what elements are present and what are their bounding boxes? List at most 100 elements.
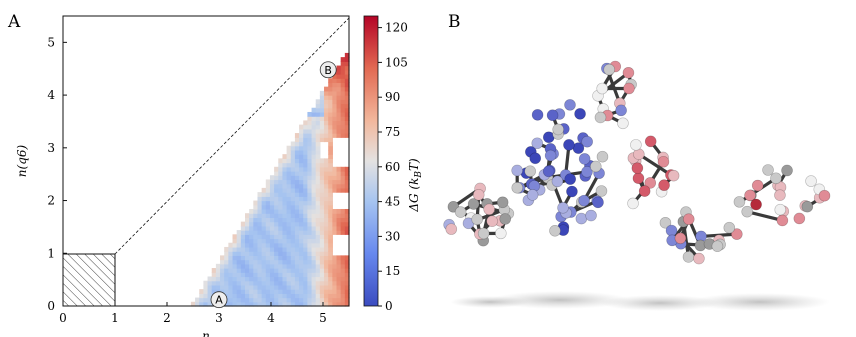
heatmap-cell — [336, 111, 342, 117]
heatmap-cell — [286, 187, 292, 193]
heatmap-cell — [286, 259, 292, 265]
atom — [682, 213, 695, 225]
heatmap-cell — [245, 259, 250, 265]
heatmap-cell — [261, 204, 267, 210]
heatmap-cell — [253, 284, 259, 290]
atom — [566, 185, 578, 198]
heatmap-cell — [294, 297, 300, 303]
heatmap-cell — [253, 301, 259, 307]
heatmap-cell — [315, 116, 321, 121]
heatmap-cell — [332, 280, 338, 286]
heatmap-cell — [299, 141, 304, 147]
heatmap-cell — [282, 162, 288, 168]
heatmap-cell — [240, 238, 246, 244]
heatmap-cell — [324, 137, 329, 143]
diagonal-line — [114, 17, 350, 255]
heatmap-cell — [319, 230, 325, 235]
heatmap-cell — [324, 251, 329, 256]
heatmap-cell — [220, 280, 225, 286]
atom — [776, 214, 789, 227]
heatmap-cell — [340, 187, 346, 193]
heatmap-cell — [344, 78, 350, 84]
heatmap-cell — [290, 289, 296, 294]
heatmap-cell — [278, 280, 284, 286]
heatmap-cell — [224, 246, 229, 252]
atom — [471, 213, 483, 226]
atom — [723, 221, 736, 234]
heatmap-cell — [245, 263, 250, 269]
heatmap-cell — [315, 213, 321, 219]
heatmap-cell — [307, 204, 313, 210]
heatmap-cell — [282, 289, 288, 294]
y-tick-label: 3 — [47, 141, 55, 155]
heatmap-cell — [299, 154, 304, 159]
heatmap-cell — [245, 246, 250, 252]
heatmap-cell — [282, 230, 288, 235]
heatmap-cell — [328, 276, 333, 282]
heatmap-cell — [315, 196, 321, 202]
heatmap-cell — [224, 272, 229, 278]
heatmap-cell — [278, 158, 284, 164]
heatmap-cell — [307, 154, 313, 159]
heatmap-cell — [303, 276, 308, 282]
heatmap-cell — [332, 289, 338, 294]
heatmap-cell — [344, 293, 350, 299]
atom — [596, 150, 609, 163]
atom — [615, 104, 627, 117]
heatmap-cell — [315, 238, 321, 244]
heatmap-cell — [299, 179, 304, 185]
heatmap-cell — [344, 255, 350, 261]
heatmap-cell — [265, 268, 271, 273]
heatmap-cell — [315, 293, 321, 299]
heatmap-cell — [332, 255, 338, 261]
heatmap-cell — [340, 179, 346, 185]
heatmap-cell — [290, 217, 296, 223]
heatmap-cell — [303, 187, 308, 193]
heatmap-cell — [328, 90, 333, 96]
heatmap-cell — [336, 69, 342, 75]
heatmap-cell — [261, 196, 267, 202]
heatmap-cell — [299, 301, 304, 307]
atom — [658, 179, 670, 191]
heatmap-cell — [324, 196, 329, 202]
heatmap-cell — [336, 116, 342, 121]
heatmap-cell — [303, 263, 308, 269]
heatmap-cell — [253, 238, 259, 244]
heatmap-cell — [324, 107, 329, 113]
heatmap-cell — [324, 204, 329, 210]
heatmap-cell — [299, 297, 304, 303]
heatmap-cell — [236, 238, 242, 244]
heatmap-cell — [278, 200, 284, 206]
heatmap-cell — [340, 230, 346, 235]
heatmap-cell — [311, 263, 317, 269]
heatmap-cell — [211, 280, 217, 286]
heatmap-cell — [332, 183, 338, 189]
heatmap-cell — [307, 293, 313, 299]
heatmap-cell — [253, 225, 259, 231]
atom — [496, 196, 509, 209]
heatmap-cell — [207, 301, 213, 307]
atom — [592, 196, 604, 209]
heatmap-cell — [319, 111, 325, 117]
heatmap-cell — [299, 145, 304, 151]
heatmap-cell — [220, 276, 225, 282]
heatmap-cell — [303, 137, 308, 143]
atom — [477, 227, 490, 240]
atom — [805, 175, 817, 187]
heatmap-cell — [249, 221, 254, 227]
heatmap-cell — [299, 263, 304, 269]
heatmap-cell — [290, 158, 296, 164]
panel-label-a: A — [7, 12, 21, 32]
heatmap-cell — [328, 107, 333, 113]
heatmap-cell — [207, 276, 213, 282]
heatmap-cell — [340, 175, 346, 181]
heatmap-cell — [311, 120, 317, 126]
heatmap-cell — [324, 246, 329, 252]
heatmap-cell — [257, 213, 263, 219]
heatmap-cell — [311, 200, 317, 206]
heatmap-cell — [245, 276, 250, 282]
heatmap-cell — [261, 272, 267, 278]
heatmap-cell — [294, 242, 300, 248]
heatmap-cell — [294, 225, 300, 231]
heatmap-cell — [328, 289, 333, 294]
